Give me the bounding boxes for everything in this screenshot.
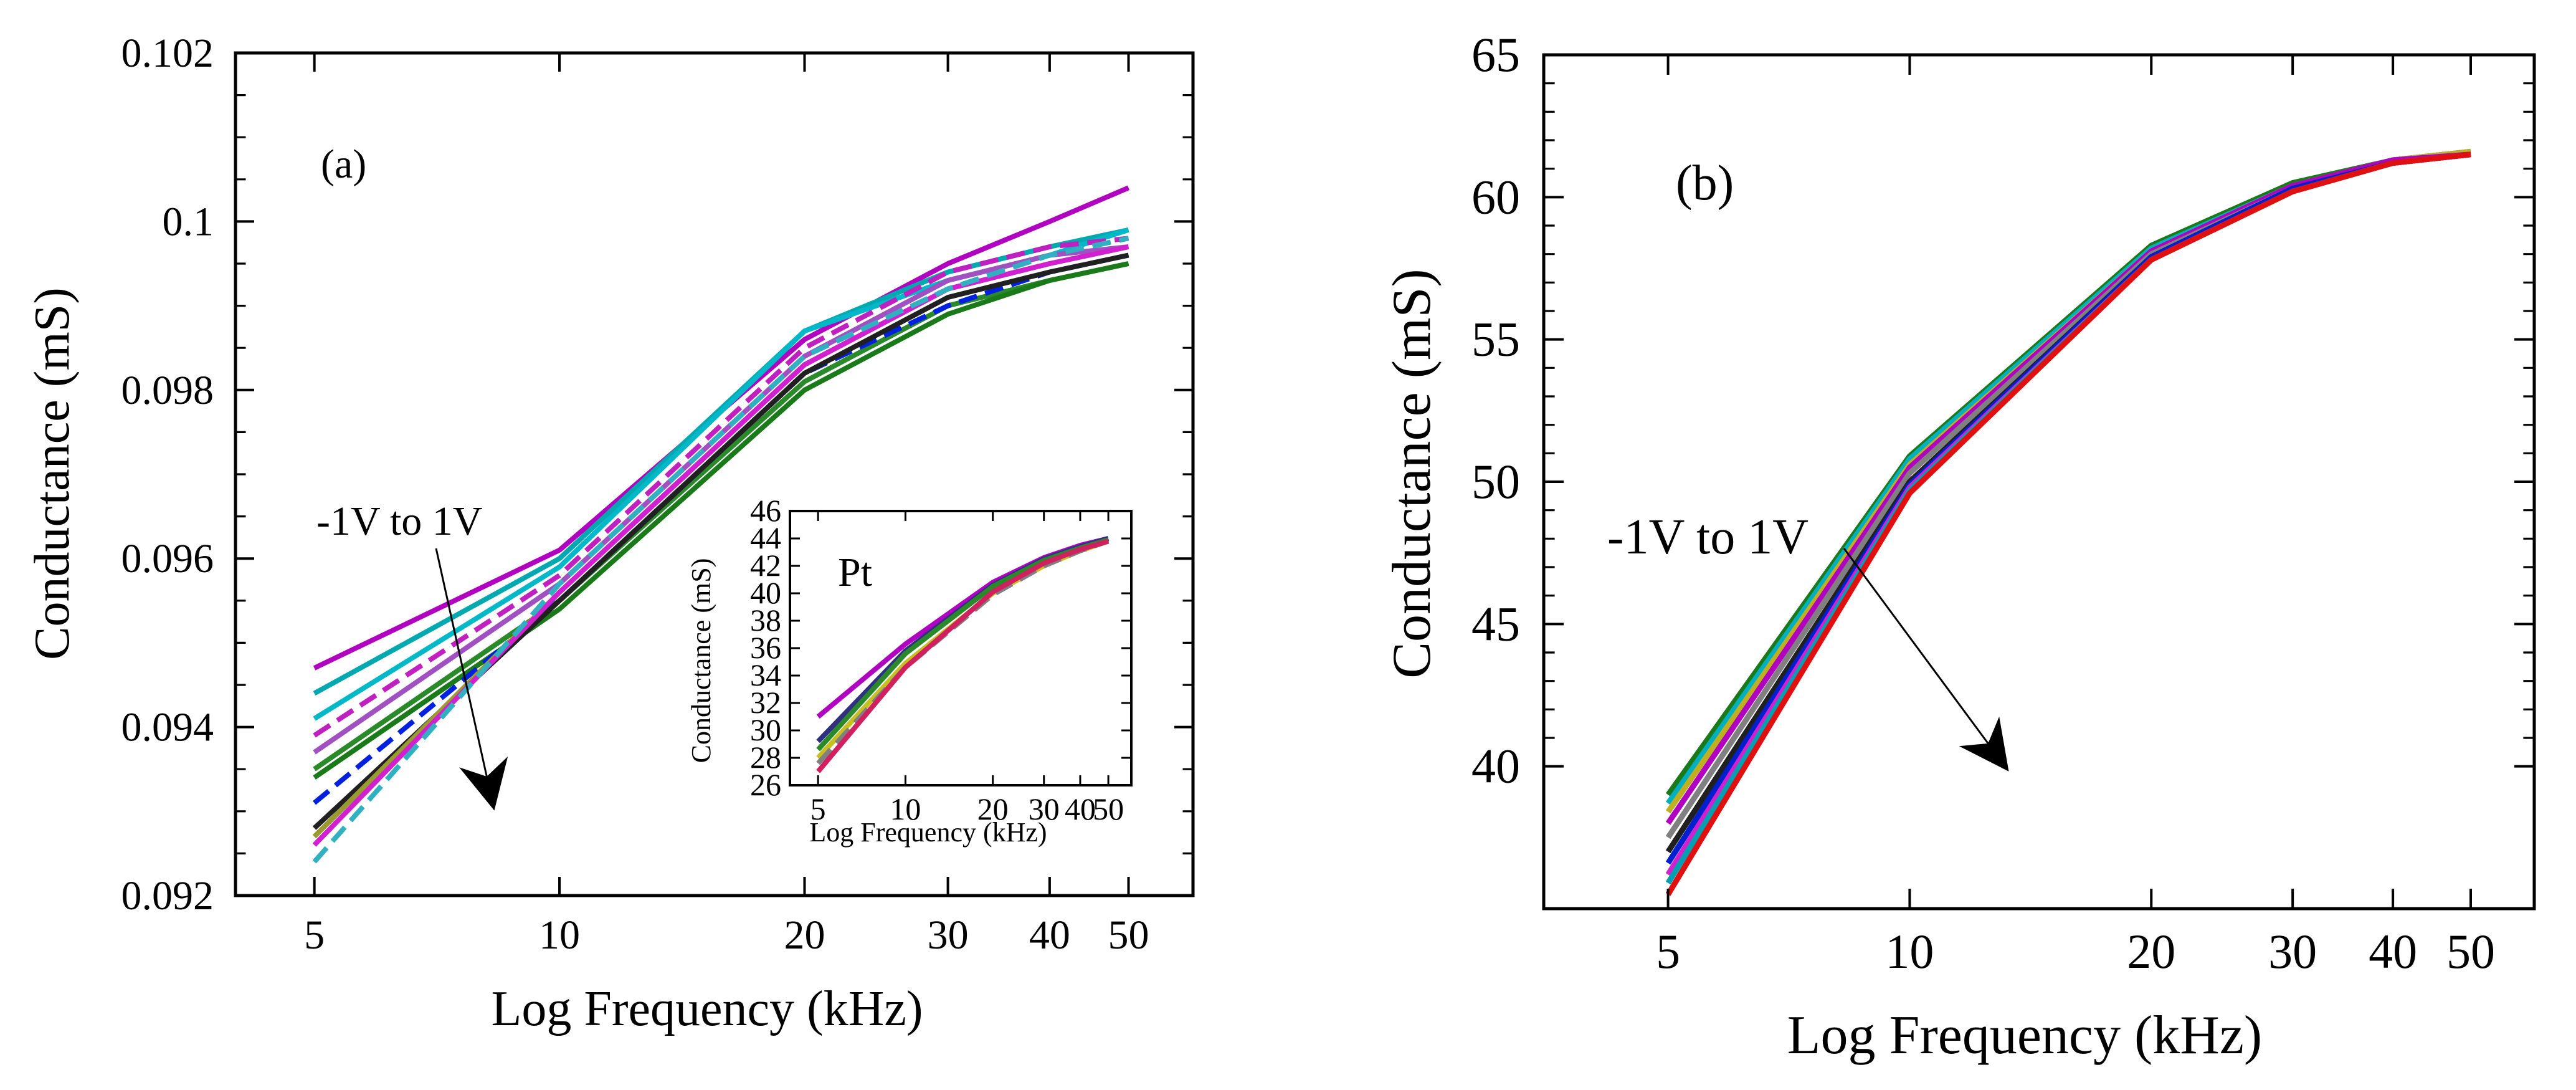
inset-annotation: Pt	[838, 550, 872, 595]
panel-a-y-axis-label: Conductance (mS)	[25, 287, 80, 660]
panel-b-ytick-label: 40	[1471, 739, 1520, 793]
inset-ytick-label: 28	[750, 740, 781, 775]
panel-b-ytick-label: 65	[1471, 27, 1520, 82]
panel-b-xtick-label: 50	[2446, 924, 2495, 978]
panel-a-xtick-label: 30	[928, 912, 969, 958]
inset-series-i6	[816, 538, 1110, 773]
panel-b-xtick-label: 5	[1656, 924, 1680, 978]
inset-ytick-label: 44	[750, 520, 781, 555]
inset-ytick-label: 26	[750, 767, 781, 802]
panel-a-xtick-label: 40	[1029, 912, 1070, 958]
panel-b-xtick-label: 30	[2268, 924, 2317, 978]
panel-a-ytick-label: 0.092	[121, 873, 214, 919]
inset-xtick-label: 5	[810, 791, 826, 826]
panel-b-series-b7	[1665, 151, 2471, 865]
panel-a-ytick-label: 0.102	[121, 31, 214, 76]
panel-a-series-s3	[313, 227, 1129, 721]
panel-b-series-b2	[1665, 148, 2471, 805]
panel-b-ytick-label: 55	[1471, 312, 1520, 366]
inset-xtick-label: 50	[1093, 791, 1124, 826]
inset-ytick-label: 40	[750, 575, 781, 610]
panel-b-xtick-label: 40	[2369, 924, 2417, 978]
inset-x-axis-label: Log Frequency (kHz)	[809, 817, 1047, 848]
panel-b-trend-arrow	[1843, 548, 2009, 772]
panel-b-xtick-label: 20	[2127, 924, 2175, 978]
inset-ytick-label: 38	[750, 603, 781, 638]
panel-a-ytick-label: 0.098	[121, 368, 214, 413]
panel-a-ytick-label: 0.094	[121, 705, 214, 750]
panel-b-series-b10	[1665, 151, 2471, 896]
panel-a-series-s5	[313, 244, 1129, 755]
inset-ytick-label: 46	[750, 493, 781, 528]
panel-b-axes: 5 10 20 30 40 50 40 45 50 55 60 65	[1471, 27, 2534, 978]
panel-b-y-axis-label: Conductance (mS)	[1382, 269, 1442, 678]
panel-b-annotation: -1V to 1V	[1607, 510, 1808, 565]
panel-b-series-b4	[1665, 151, 2471, 825]
panel-a-annotation: -1V to 1V	[316, 499, 482, 544]
inset-ytick-label: 36	[750, 630, 781, 665]
panel-a-xtick-label: 20	[784, 912, 825, 958]
panel-b-ytick-label: 60	[1471, 170, 1520, 224]
inset-y-axis-label: Conductance (mS)	[686, 558, 716, 763]
panel-a-trend-arrow	[435, 548, 508, 811]
panel-b-series-b3	[1665, 148, 2471, 814]
panel-b-ytick-label: 50	[1471, 454, 1520, 509]
panel-b-x-axis-label: Log Frequency (kHz)	[1787, 1005, 2262, 1066]
inset-ytick-label: 34	[750, 657, 781, 692]
inset-xtick-label: 20	[977, 791, 1009, 826]
panel-b-series-b6	[1665, 151, 2471, 854]
panel-a-series-s12	[312, 236, 1129, 864]
panel-a-ytick-label: 0.096	[121, 536, 214, 581]
panel-a-series-s11	[312, 244, 1129, 847]
inset-ytick-label: 30	[750, 712, 781, 747]
panel-b-series-b5	[1665, 151, 2471, 839]
panel-a-xtick-label: 10	[539, 912, 580, 958]
panel-a-chart: 5 10 20 30 40 500.0920.0940.0960.0980.10.102 …	[25, 31, 1195, 1036]
panel-a-label: (a)	[321, 141, 366, 187]
inset-ytick-label: 32	[750, 685, 781, 720]
panel-b-label: (b)	[1676, 156, 1734, 211]
panel-a-series-group	[312, 185, 1130, 864]
panel-a-ytick-label: 0.1	[163, 199, 214, 244]
panel-a-series-s4	[313, 236, 1129, 738]
panel-b-ytick-label: 45	[1471, 596, 1520, 651]
panel-b-series-group	[1665, 148, 2471, 896]
panel-a-x-axis-label: Log Frequency (kHz)	[491, 982, 923, 1036]
inset-xtick-label: 30	[1029, 791, 1060, 826]
panel-b-xtick-label: 10	[1885, 924, 1934, 978]
panel-b-chart: 5 10 20 30 40 50 40 45 50 55 60 65 (b) -1V to 1V Lo…	[1382, 27, 2536, 1066]
inset-ytick-label: 42	[750, 548, 781, 583]
inset-xtick-label: 40	[1065, 791, 1096, 826]
panel-a-xtick-label: 50	[1108, 912, 1149, 958]
inset-series-group	[816, 536, 1110, 773]
panel-a-series-s9	[312, 252, 1129, 830]
panel-a-xtick-label: 5	[304, 912, 325, 958]
inset-xtick-label: 10	[890, 791, 921, 826]
